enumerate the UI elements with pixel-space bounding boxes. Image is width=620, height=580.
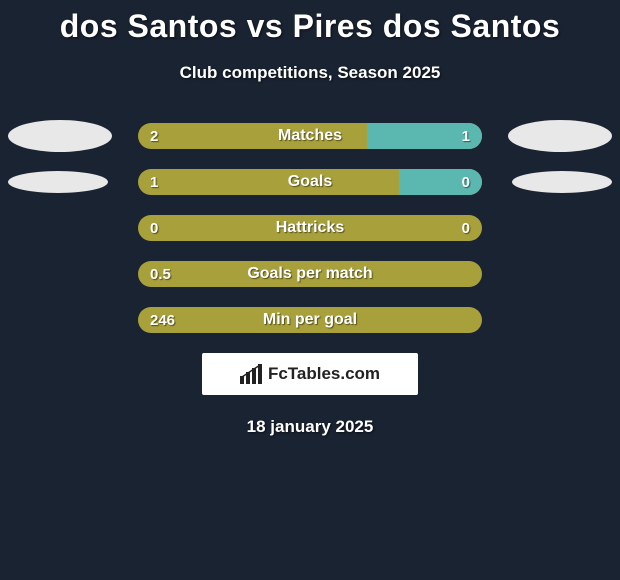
player-avatar-left xyxy=(8,120,112,152)
stat-bar: 10Goals xyxy=(138,169,482,195)
stat-label: Goals per match xyxy=(138,261,482,287)
stat-bar: 246Min per goal xyxy=(138,307,482,333)
stat-bar-right-fill xyxy=(367,123,482,149)
comparison-infographic: dos Santos vs Pires dos Santos Club comp… xyxy=(0,0,620,437)
player-avatar-left xyxy=(8,171,108,193)
attribution-text: FcTables.com xyxy=(268,364,380,384)
player-avatar-right xyxy=(508,120,612,152)
stat-bar: 21Matches xyxy=(138,123,482,149)
stat-value-left: 246 xyxy=(138,307,187,333)
stats-area: 21Matches 10Goals 0 0Hattricks 0.5Goals per … xyxy=(0,123,620,333)
attribution-badge: FcTables.com xyxy=(202,353,418,395)
stat-label: Hattricks xyxy=(138,215,482,241)
stat-value-right xyxy=(458,261,482,287)
page-title: dos Santos vs Pires dos Santos xyxy=(0,8,620,45)
stat-value-left: 1 xyxy=(138,169,170,195)
stat-value-right: 0 xyxy=(450,215,482,241)
date-text: 18 january 2025 xyxy=(0,417,620,437)
stat-label: Min per goal xyxy=(138,307,482,333)
stat-bar: 0 0Hattricks xyxy=(138,215,482,241)
stat-value-left: 0 xyxy=(138,215,170,241)
stat-row: 0.5Goals per match xyxy=(0,261,620,287)
stat-value-right xyxy=(458,307,482,333)
stat-row: 10Goals xyxy=(0,169,620,195)
chart-icon xyxy=(240,364,262,384)
subtitle: Club competitions, Season 2025 xyxy=(0,63,620,83)
stat-bar-right-fill xyxy=(399,169,482,195)
stat-row: 21Matches xyxy=(0,123,620,149)
stat-bar: 0.5Goals per match xyxy=(138,261,482,287)
stat-value-left: 0.5 xyxy=(138,261,183,287)
player-avatar-right xyxy=(512,171,612,193)
stat-row: 246Min per goal xyxy=(0,307,620,333)
stat-value-left: 2 xyxy=(138,123,170,149)
stat-row: 0 0Hattricks xyxy=(0,215,620,241)
